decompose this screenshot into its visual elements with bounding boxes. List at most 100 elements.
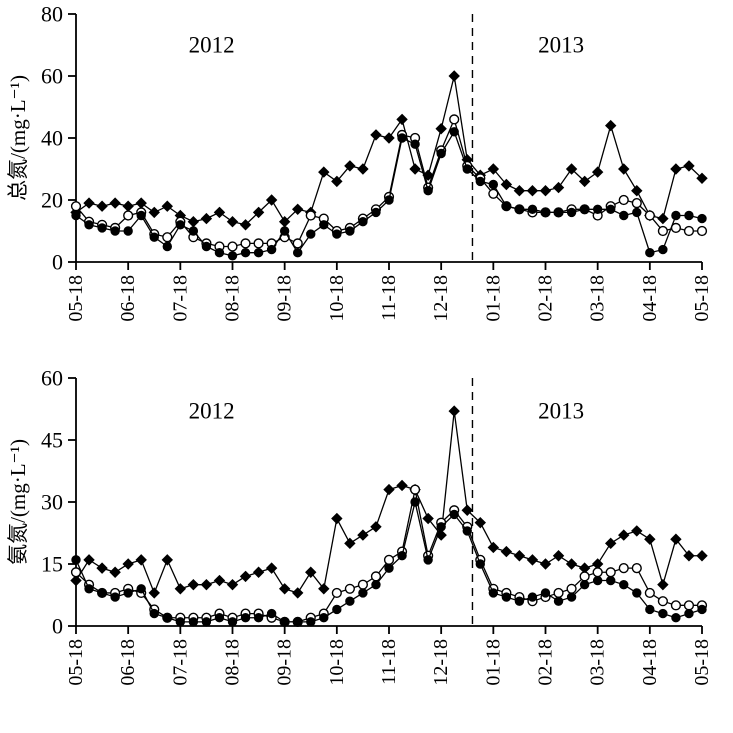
diamond-marker (213, 574, 226, 587)
open-circle-marker (292, 238, 303, 249)
x-tick-label: 02-18 (535, 639, 557, 686)
filled-circle-marker (423, 186, 433, 196)
diamond-marker (657, 578, 669, 591)
diamond-marker (578, 175, 591, 188)
filled-circle-marker (475, 176, 485, 187)
filled-circle-marker (501, 592, 512, 602)
filled-circle-marker (371, 579, 381, 590)
filled-circle-marker (332, 604, 342, 615)
x-tick-label: 09-18 (274, 275, 296, 322)
filled-circle-marker (266, 244, 277, 255)
diamond-marker (318, 166, 330, 178)
filled-circle-marker (697, 213, 707, 224)
y-tick-label: 45 (41, 428, 63, 453)
filled-circle-marker (632, 588, 642, 598)
open-circle-marker (553, 587, 564, 599)
y-tick-label: 15 (41, 552, 63, 577)
x-tick-label: 11-18 (378, 639, 400, 685)
open-circle-marker (344, 583, 355, 594)
filled-circle-marker (266, 608, 277, 619)
y-tick-label: 0 (52, 250, 63, 275)
x-tick-label: 06-18 (117, 275, 139, 322)
diamond-marker (187, 578, 200, 591)
filled-circle-marker (384, 195, 394, 205)
diamond-marker (187, 215, 200, 228)
filled-circle-marker (553, 596, 564, 606)
filled-circle-marker (540, 588, 551, 598)
y-axis: 0 15 30 45 60 (41, 366, 76, 639)
diamond-marker (526, 554, 539, 566)
filled-circle-marker (84, 584, 94, 594)
diamond-marker (396, 113, 408, 126)
open-circle-marker (409, 484, 421, 495)
filled-circle-marker (645, 248, 655, 258)
filled-circle-marker (279, 617, 290, 627)
filled-circle-marker (592, 575, 603, 586)
open-circle-marker (579, 571, 590, 582)
x-tick-label: 10-18 (326, 275, 348, 322)
diamond-marker (122, 200, 134, 212)
open-circle-marker (683, 225, 695, 237)
y-tick-label: 40 (41, 126, 63, 151)
diamond-marker (200, 578, 213, 591)
diamond-marker (161, 200, 173, 212)
x-tick-label: 05-18 (691, 275, 713, 322)
filled-circle-marker (71, 210, 81, 221)
filled-circle-marker (319, 613, 329, 623)
open-circle-marker (618, 563, 629, 574)
diamond-marker (357, 529, 369, 541)
filled-circle-marker (410, 497, 420, 507)
diamond-marker (213, 206, 226, 219)
diamond-marker (670, 163, 682, 175)
filled-circle-marker (553, 207, 564, 218)
filled-circle-marker (319, 220, 329, 230)
open-circle-marker (162, 232, 173, 243)
filled-circle-marker (175, 617, 186, 627)
diamond-marker (539, 184, 552, 197)
x-tick-label: 05-18 (65, 639, 87, 686)
x-tick-label: 08-18 (222, 639, 244, 686)
filled-circle-marker (227, 617, 238, 627)
diamond-marker (135, 554, 147, 566)
filled-circle-marker (136, 210, 146, 221)
diamond-marker (200, 212, 213, 225)
open-circle-marker (631, 198, 642, 209)
filled-circle-marker (201, 617, 212, 627)
open-circle-marker (657, 225, 668, 237)
diamond-marker (70, 574, 82, 587)
filled-circle-marker (566, 207, 577, 218)
filled-circle-marker (293, 617, 303, 627)
x-tick-label: 02-18 (535, 275, 557, 322)
diamond-marker (670, 533, 682, 545)
open-circle-marker (618, 194, 629, 206)
filled-circle-marker (188, 226, 199, 236)
open-circle-marker (123, 210, 134, 221)
filled-circle-marker (606, 575, 616, 586)
filled-circle-marker (462, 164, 472, 174)
open-circle-marker (449, 114, 460, 125)
diamond-marker (552, 550, 565, 562)
open-circle-marker (696, 225, 708, 237)
filled-circle-marker (579, 579, 590, 590)
y-tick-label: 60 (41, 64, 63, 89)
open-circle-marker (566, 583, 577, 594)
filled-circle-marker (397, 133, 407, 143)
diamond-marker (252, 206, 265, 219)
diamond-marker (344, 537, 356, 550)
filled-circle-marker (149, 608, 159, 619)
series-filled-diamond (70, 405, 708, 599)
chart-svg: 0 15 30 45 60 氨氮/(mg·L⁻¹) 05-18 06-18 07-18 08-18… (6, 366, 713, 686)
diamond-marker (292, 203, 304, 216)
filled-circle-marker (488, 588, 499, 598)
year-label: 2013 (538, 399, 584, 424)
diamond-marker (109, 197, 121, 209)
diamond-marker (487, 541, 500, 554)
filled-circle-marker (84, 220, 94, 230)
diamond-marker (265, 562, 278, 574)
diamond-marker (239, 570, 252, 583)
filled-circle-marker (449, 127, 459, 137)
diamond-marker (331, 512, 343, 525)
filled-circle-marker (606, 204, 616, 215)
diamond-marker (631, 184, 643, 197)
y-axis-title: 总氮/(mg·L⁻¹) (6, 75, 30, 201)
